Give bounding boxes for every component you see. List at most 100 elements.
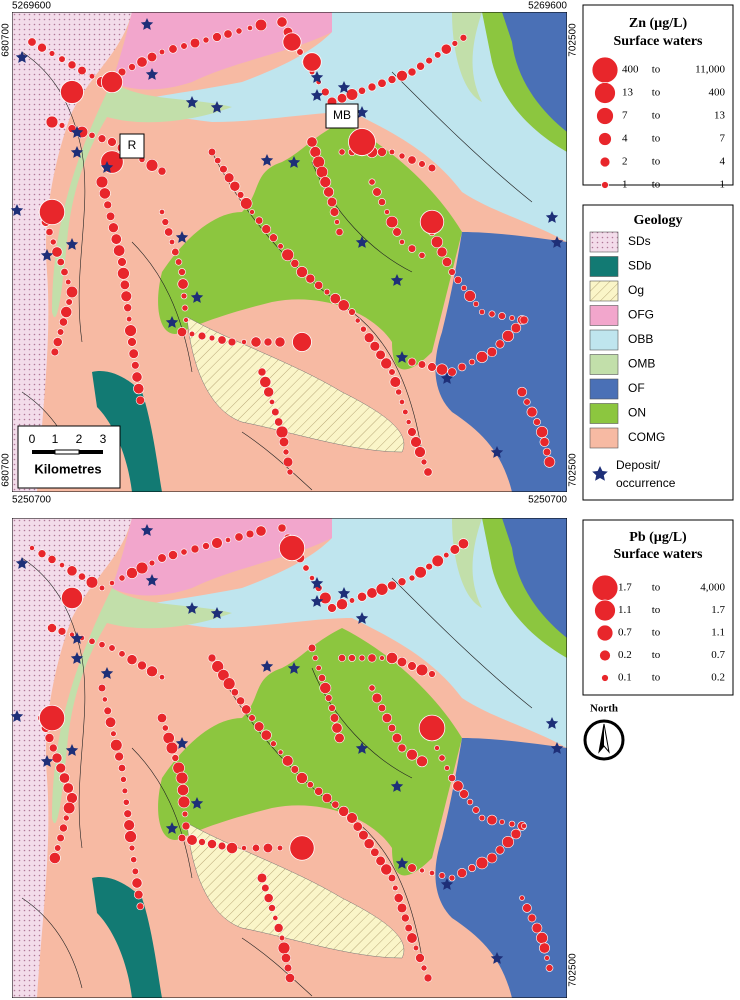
sample-dot <box>495 845 505 855</box>
legend-label: COMG <box>628 430 665 444</box>
legend-to: 7 <box>720 133 726 145</box>
legend-symbol <box>596 107 614 125</box>
sample-dot <box>234 532 244 542</box>
sample-dot <box>57 627 67 636</box>
sample-dot <box>302 52 322 72</box>
deposit-star <box>145 574 159 586</box>
sample-dot <box>44 733 55 743</box>
sample-dot <box>62 814 70 822</box>
sample-dot <box>277 941 291 955</box>
sample-dot <box>453 275 463 285</box>
sample-dot <box>230 688 239 697</box>
sample-dot <box>88 131 96 139</box>
legend-from: 1 <box>622 179 628 191</box>
deposit-star <box>10 710 24 722</box>
deposit-star <box>260 660 274 672</box>
sample-dot <box>392 227 402 237</box>
sample-dot <box>133 889 144 900</box>
sample-dot <box>329 293 341 305</box>
sample-dot <box>414 566 427 579</box>
sample-dot <box>459 33 468 42</box>
sample-dot <box>531 922 543 934</box>
sample-dot <box>247 25 253 31</box>
sample-dot <box>296 772 308 784</box>
sample-dot <box>168 238 176 246</box>
sample-dot <box>319 682 332 694</box>
sample-dot <box>251 843 261 853</box>
sample-dot <box>358 829 369 841</box>
sample-dot <box>306 781 314 789</box>
deposit-star <box>337 81 351 93</box>
sample-dot <box>410 436 422 448</box>
sample-dot <box>122 798 130 806</box>
deposit-symbol <box>592 466 608 481</box>
sample-dot <box>408 574 416 582</box>
sample-dot <box>54 844 62 852</box>
sample-dot <box>110 233 122 245</box>
sample-dot <box>536 426 548 438</box>
sample-dot <box>338 654 346 662</box>
legend-swatch <box>589 305 619 326</box>
sample-dot <box>451 40 459 47</box>
sample-dot <box>440 43 452 55</box>
sample-dot <box>329 207 340 217</box>
sample-dot <box>133 383 145 395</box>
sample-dot <box>241 845 247 851</box>
sample-dot <box>434 745 440 751</box>
sample-dot <box>336 93 348 104</box>
pb-legend: Pb (µg/L) Surface waters 1.7 to 4,000 1.1 to… <box>582 519 734 696</box>
sample-dot <box>436 363 448 376</box>
sample-dot <box>278 934 286 942</box>
legend-label: SDs <box>628 234 651 248</box>
sample-dot <box>50 347 60 357</box>
sample-dot <box>423 973 433 983</box>
sample-dot <box>443 552 450 559</box>
sample-dot <box>235 27 243 35</box>
legend-label: SDb <box>628 259 652 273</box>
sample-dot <box>401 913 410 923</box>
sample-dot <box>352 821 363 832</box>
sample-dot <box>236 191 245 199</box>
deposit-star <box>390 780 404 792</box>
sample-dot <box>447 773 457 783</box>
sample-dot <box>486 852 498 864</box>
sample-dot <box>47 555 57 564</box>
sample-dot <box>397 743 407 753</box>
deposit-star <box>310 71 324 83</box>
sample-dot <box>331 800 340 809</box>
sample-dot <box>495 339 505 349</box>
deposit-star <box>440 372 454 384</box>
sample-dot <box>420 964 428 972</box>
sample-dot <box>407 67 417 77</box>
sample-dot <box>338 148 346 156</box>
sample-dot <box>222 677 236 690</box>
sample-dot <box>396 656 408 668</box>
sample-dot <box>388 368 396 376</box>
sample-dot <box>387 873 397 883</box>
deposit-star <box>15 51 29 63</box>
coord: 680700 <box>1 23 12 57</box>
sample-dot <box>88 73 96 80</box>
scale-tick: 0 <box>29 432 36 446</box>
sample-dot <box>145 159 159 172</box>
sample-dot <box>161 724 169 732</box>
sample-dot <box>406 932 418 944</box>
label-box <box>325 103 359 129</box>
sample-dot <box>307 643 317 653</box>
sample-dot <box>124 324 137 337</box>
deposit-star <box>65 238 79 250</box>
deposit-star <box>70 146 84 158</box>
sample-dot <box>387 723 397 733</box>
sample-dot <box>478 814 486 822</box>
coord: 5250700 <box>12 495 51 506</box>
deposit-star <box>165 822 179 834</box>
legend-swatch <box>589 354 619 375</box>
sample-dot <box>460 284 468 292</box>
sample-dot <box>85 576 99 589</box>
sample-dot <box>183 317 189 323</box>
legend-swatch <box>589 427 619 449</box>
deposit-star <box>310 89 324 101</box>
sample-dot <box>197 331 207 341</box>
legend-subtitle: Surface waters <box>613 34 703 49</box>
sample-dot <box>271 407 280 417</box>
